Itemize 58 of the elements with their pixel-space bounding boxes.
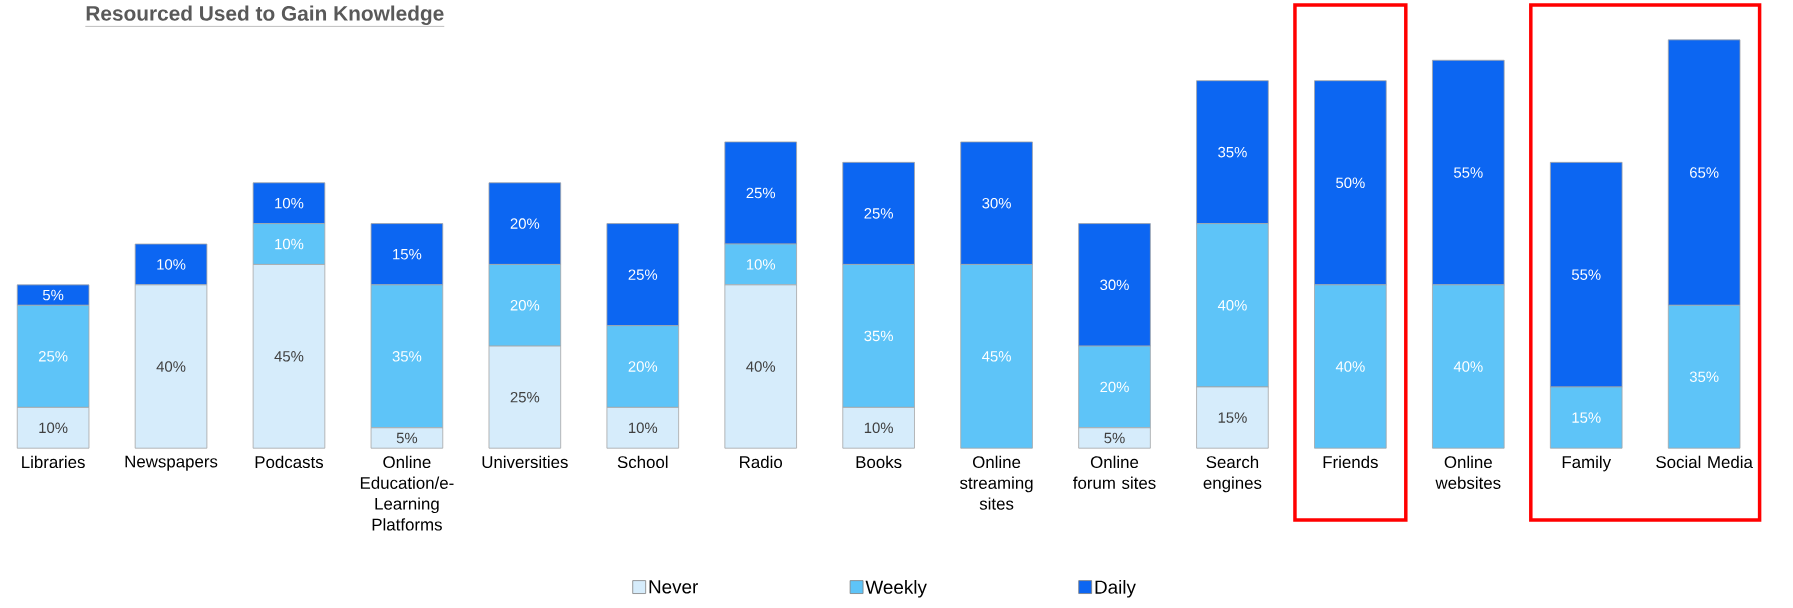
- data-label: 20%: [628, 361, 658, 372]
- x-tick-label: Universities: [482, 455, 568, 469]
- data-label: 25%: [628, 269, 658, 281]
- data-label: 30%: [1100, 279, 1129, 291]
- data-label: 40%: [156, 361, 186, 372]
- data-label: 50%: [1336, 177, 1365, 189]
- data-label: 10%: [629, 422, 658, 434]
- data-label: 15%: [393, 249, 422, 260]
- data-label: 40%: [1217, 300, 1247, 311]
- x-tick-label: Libraries: [22, 455, 85, 469]
- data-label: 5%: [42, 290, 64, 301]
- x-tick-label: Newspapers: [125, 455, 218, 472]
- data-label: 25%: [864, 208, 893, 219]
- data-label: 25%: [38, 351, 68, 362]
- x-tick-label: Family: [1562, 455, 1612, 472]
- data-label: 10%: [746, 259, 776, 270]
- data-label: 10%: [39, 422, 68, 434]
- data-label: 55%: [1571, 269, 1601, 281]
- x-tick-label: Books: [856, 455, 902, 469]
- legend-label: Weekly: [865, 580, 927, 598]
- x-tick-label: Friends: [1323, 455, 1378, 469]
- data-label: 5%: [396, 432, 418, 444]
- data-label: 45%: [274, 351, 304, 362]
- x-tick-label: Radio: [740, 455, 783, 469]
- data-label: 30%: [982, 198, 1011, 209]
- data-label: 20%: [510, 300, 540, 311]
- data-label: 10%: [864, 422, 893, 434]
- data-label: 55%: [1454, 167, 1483, 178]
- data-label: 40%: [1453, 361, 1483, 372]
- data-label: 10%: [275, 198, 304, 209]
- x-tick-label: Online streaming sites: [960, 455, 1033, 510]
- x-tick-label: Online websites: [1435, 455, 1501, 490]
- data-label: 25%: [510, 392, 540, 403]
- data-label: 35%: [864, 330, 893, 342]
- data-label: 35%: [392, 351, 422, 362]
- data-label: 40%: [1335, 361, 1365, 372]
- data-label: 25%: [746, 187, 776, 199]
- legend-label: Never: [649, 580, 699, 594]
- x-tick-label: Online Education/e-Learning Platforms: [360, 455, 454, 531]
- legend-label: Daily: [1095, 580, 1136, 598]
- data-label: 45%: [982, 351, 1011, 362]
- data-label: 10%: [275, 238, 304, 250]
- data-label: 35%: [1218, 147, 1247, 158]
- x-tick-label: School: [617, 455, 668, 469]
- data-label: 5%: [1104, 432, 1125, 444]
- data-label: 15%: [1572, 412, 1601, 424]
- x-tick-label: Podcasts: [255, 455, 324, 469]
- data-label: 10%: [157, 259, 186, 270]
- chart-title: Resourced Used to Gain Knowledge: [86, 5, 444, 26]
- data-label: 20%: [510, 218, 540, 230]
- data-label: 65%: [1690, 167, 1719, 179]
- data-label: 40%: [746, 361, 776, 372]
- data-label: 20%: [1100, 381, 1129, 393]
- data-label: 35%: [1689, 371, 1719, 383]
- data-label: 15%: [1218, 412, 1247, 424]
- x-tick-label: Social Media: [1656, 455, 1753, 469]
- x-tick-label: Search engines: [1203, 455, 1262, 493]
- x-tick-label: Online forum sites: [1073, 455, 1156, 490]
